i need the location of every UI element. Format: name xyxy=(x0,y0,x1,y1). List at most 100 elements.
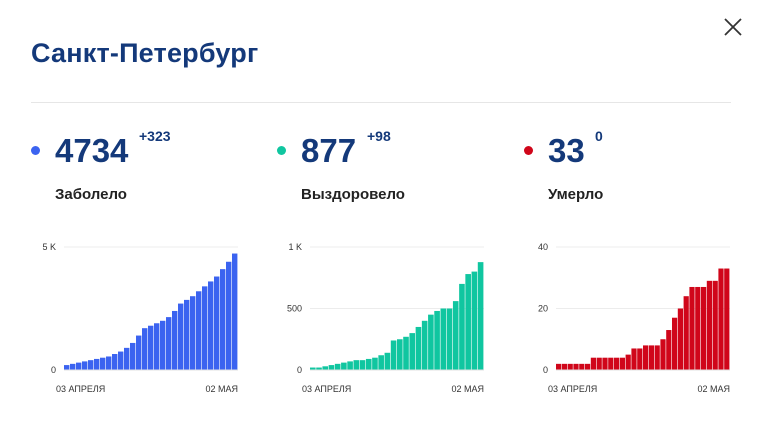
bar xyxy=(689,286,695,370)
divider xyxy=(31,102,731,103)
bar xyxy=(214,276,220,370)
y-tick-label: 1 K xyxy=(288,242,302,252)
bar xyxy=(428,314,434,370)
bar xyxy=(677,308,683,370)
bar xyxy=(421,320,428,370)
bar xyxy=(654,345,660,370)
y-tick-label: 0 xyxy=(543,365,548,375)
bar xyxy=(452,301,459,370)
bar xyxy=(459,283,465,370)
bar xyxy=(631,348,637,370)
bar xyxy=(397,339,403,370)
bar xyxy=(160,320,166,370)
bar xyxy=(585,363,591,370)
bar xyxy=(76,362,82,370)
x-tick-label: 03 АПРЕЛЯ xyxy=(56,384,105,394)
bar xyxy=(695,286,701,370)
bar xyxy=(596,357,602,370)
bar xyxy=(334,363,341,370)
bar xyxy=(718,268,724,370)
bar xyxy=(166,317,172,370)
bar xyxy=(372,357,378,370)
bar xyxy=(706,280,712,370)
x-tick-label: 02 МАЯ xyxy=(697,384,730,394)
stat-label: Заболело xyxy=(55,186,127,203)
bar xyxy=(409,333,416,370)
chart-infected: 0 5 K 03 АПРЕЛЯ 02 МАЯ xyxy=(42,242,238,394)
stat-delta: +98 xyxy=(367,128,391,144)
bar xyxy=(316,367,322,370)
bar xyxy=(226,261,232,370)
chart-recovered: 0 500 1 K 03 АПРЕЛЯ 02 МАЯ xyxy=(287,242,484,394)
x-tick-label: 02 МАЯ xyxy=(205,384,238,394)
bar xyxy=(573,363,579,370)
bar xyxy=(608,357,614,370)
bar xyxy=(328,365,335,370)
stat-delta: 0 xyxy=(595,128,603,144)
bar xyxy=(683,296,689,370)
bar xyxy=(440,308,447,370)
bar xyxy=(614,357,620,370)
x-tick-label: 03 АПРЕЛЯ xyxy=(548,384,597,394)
bar xyxy=(142,328,148,370)
bar xyxy=(130,342,136,370)
bar xyxy=(208,281,214,370)
bar xyxy=(359,360,366,370)
y-tick-label: 40 xyxy=(538,242,548,252)
bar xyxy=(619,357,625,370)
bar xyxy=(477,262,484,370)
bar xyxy=(434,310,440,370)
y-tick-label: 20 xyxy=(538,304,548,314)
bar xyxy=(154,323,160,370)
x-tick-label: 02 МАЯ xyxy=(451,384,484,394)
bar xyxy=(112,354,118,370)
bar xyxy=(178,303,184,370)
bar xyxy=(148,325,154,370)
bar xyxy=(637,348,643,370)
bar xyxy=(643,345,649,370)
bar xyxy=(136,335,142,370)
bar xyxy=(322,366,329,370)
stat-value: 33 xyxy=(548,132,585,169)
bar xyxy=(196,291,202,370)
bar xyxy=(579,363,585,370)
bar xyxy=(390,340,397,370)
bar xyxy=(184,299,190,370)
bar xyxy=(561,363,567,370)
bar xyxy=(602,357,608,370)
bar xyxy=(556,363,562,370)
bar xyxy=(220,269,226,370)
bar xyxy=(347,361,353,370)
status-dot-icon xyxy=(524,146,533,155)
x-tick-label: 03 АПРЕЛЯ xyxy=(302,384,351,394)
stat-delta: +323 xyxy=(139,128,171,144)
stat-value: 877 xyxy=(301,132,357,169)
bar xyxy=(94,358,100,370)
bar xyxy=(403,336,409,370)
chart-died: 0 20 40 03 АПРЕЛЯ 02 МАЯ xyxy=(538,242,730,394)
bar xyxy=(660,339,666,370)
bar xyxy=(100,357,106,370)
bar xyxy=(590,357,596,370)
page-title: Санкт-Петербург xyxy=(31,38,259,68)
bar xyxy=(446,308,453,370)
bar xyxy=(712,280,718,370)
bar xyxy=(567,363,573,370)
bar xyxy=(378,355,384,370)
bar xyxy=(341,362,347,370)
bar xyxy=(232,253,238,370)
bar xyxy=(202,286,208,370)
bar xyxy=(190,296,196,370)
bar xyxy=(172,310,178,370)
bar xyxy=(353,360,360,370)
bar xyxy=(106,356,112,370)
bar xyxy=(701,286,707,370)
status-dot-icon xyxy=(277,146,286,155)
bar xyxy=(625,354,631,371)
stat-label: Умерло xyxy=(548,186,604,203)
close-icon[interactable] xyxy=(722,16,744,38)
bar xyxy=(415,326,422,370)
bar xyxy=(471,271,478,370)
bar xyxy=(118,351,124,370)
